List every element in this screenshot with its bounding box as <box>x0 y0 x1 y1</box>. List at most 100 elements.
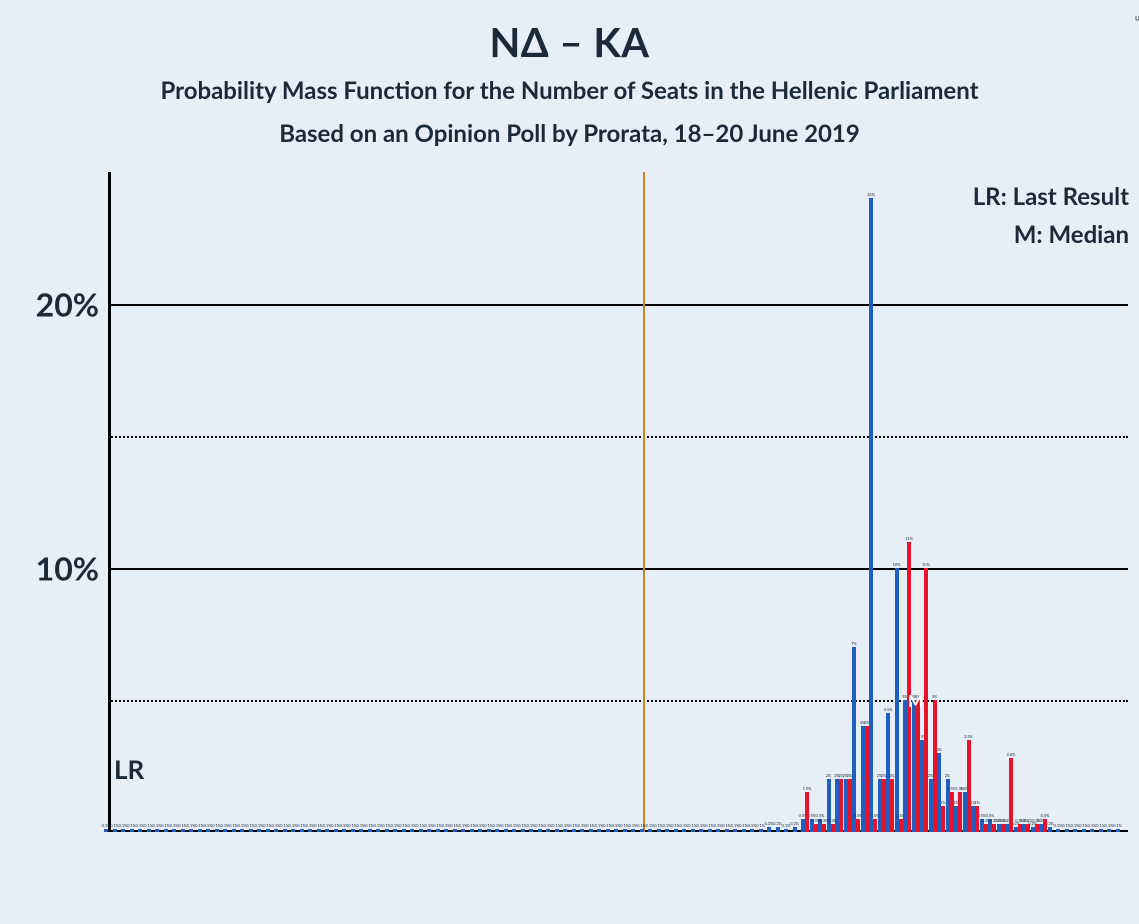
bar-blue <box>232 829 236 832</box>
bar-label: 0.1% <box>195 823 204 828</box>
bar-blue <box>453 829 457 832</box>
bar-label: 0.1% <box>221 823 230 828</box>
bar-blue <box>572 829 576 832</box>
bar-blue <box>665 829 669 832</box>
bar-label: 0.1% <box>144 823 153 828</box>
bar-blue <box>504 829 508 832</box>
bar-blue <box>1048 827 1052 832</box>
bar-label: 0.1% <box>314 823 323 828</box>
bar-label: 0.1% <box>1113 823 1122 828</box>
bar-label: 0.1% <box>637 823 646 828</box>
bar-label: 0.1% <box>493 823 502 828</box>
y-tick-label: 10% <box>36 549 99 588</box>
bar-label: 0.1% <box>603 823 612 828</box>
bar-label: 0.1% <box>399 823 408 828</box>
bar-label: 0.1% <box>382 823 391 828</box>
bar-label: 0.1% <box>1105 823 1114 828</box>
bar-label: 0.1% <box>612 823 621 828</box>
bar-blue <box>895 568 899 832</box>
bar-blue <box>198 829 202 832</box>
bar-blue <box>427 829 431 832</box>
bar-blue <box>104 829 108 832</box>
bar-label: 0.1% <box>408 823 417 828</box>
bar-label: 0.1% <box>484 823 493 828</box>
gridline-major <box>108 568 1128 570</box>
bar-blue <box>750 829 754 832</box>
bar-red <box>992 824 996 832</box>
bar-blue <box>742 829 746 832</box>
bar-label: 0.1% <box>170 823 179 828</box>
bar-label: 0.1% <box>552 823 561 828</box>
bar-label: 0.1% <box>357 823 366 828</box>
bar-blue <box>555 829 559 832</box>
bar-blue <box>614 829 618 832</box>
bar-red <box>950 792 954 832</box>
bar-red <box>890 779 894 832</box>
bar-blue <box>767 827 771 832</box>
bar-blue <box>291 829 295 832</box>
bar-label: 0.1% <box>1088 823 1097 828</box>
bar-label: 0.1% <box>246 823 255 828</box>
bar-blue <box>708 829 712 832</box>
bar-blue <box>419 829 423 832</box>
bar-blue <box>155 829 159 832</box>
bar-blue <box>631 829 635 832</box>
bar-blue <box>325 829 329 832</box>
bar-label: 0.1% <box>1054 823 1063 828</box>
bar-label: 0.1% <box>739 823 748 828</box>
bar-label: 0.1% <box>391 823 400 828</box>
bar-blue <box>368 829 372 832</box>
bar-label: 0.1% <box>688 823 697 828</box>
bar-label: 3% <box>936 747 942 752</box>
bar-red <box>865 726 869 832</box>
bar-label: 0.3% <box>1015 818 1024 823</box>
bar-blue <box>113 829 117 832</box>
bar-blue <box>334 829 338 832</box>
bar-blue <box>691 829 695 832</box>
bar-blue <box>385 829 389 832</box>
bar-label: 2% <box>847 773 853 778</box>
bar-blue <box>215 829 219 832</box>
bar-blue <box>164 829 168 832</box>
bar-label: 0.1% <box>238 823 247 828</box>
bar-blue <box>402 829 406 832</box>
bar-red <box>1026 824 1030 832</box>
bar-label: 0.1% <box>476 823 485 828</box>
bar-label: 0.1% <box>671 823 680 828</box>
bar-red <box>873 819 877 832</box>
bar-label: 0.1% <box>714 823 723 828</box>
bar-blue <box>852 647 856 832</box>
bar-label: 10% <box>893 562 901 567</box>
bar-label: 0.1% <box>595 823 604 828</box>
bar-red <box>958 792 962 832</box>
bar-blue <box>546 829 550 832</box>
bar-blue <box>869 198 873 832</box>
bar-label: 0.1% <box>348 823 357 828</box>
bar-blue <box>606 829 610 832</box>
bar-label: 0.1% <box>756 823 765 828</box>
bar-blue <box>308 829 312 832</box>
bar-label: 0.1% <box>442 823 451 828</box>
bar-red <box>916 700 920 832</box>
bar-label: 0.1% <box>272 823 281 828</box>
bar-label: 0.1% <box>620 823 629 828</box>
bar-label: 0.3% <box>990 818 999 823</box>
bar-blue <box>623 829 627 832</box>
bar-blue <box>1065 829 1069 832</box>
bar-red <box>1043 819 1047 832</box>
bar-blue <box>283 829 287 832</box>
bar-label: 0.1% <box>459 823 468 828</box>
bar-label: 1% <box>940 800 946 805</box>
bar-blue <box>725 829 729 832</box>
bar-label: 0.1% <box>527 823 536 828</box>
bar-blue <box>521 829 525 832</box>
gridline-major <box>108 304 1128 306</box>
bar-label: 0.1% <box>323 823 332 828</box>
chart-subtitle: Probability Mass Function for the Number… <box>0 76 1139 105</box>
bar-label: 1% <box>974 800 980 805</box>
bar-red <box>907 542 911 832</box>
bar-label: 0.1% <box>680 823 689 828</box>
bar-label: 0.5% <box>896 813 905 818</box>
bar-blue <box>359 829 363 832</box>
bar-label: 1.5% <box>947 786 956 791</box>
